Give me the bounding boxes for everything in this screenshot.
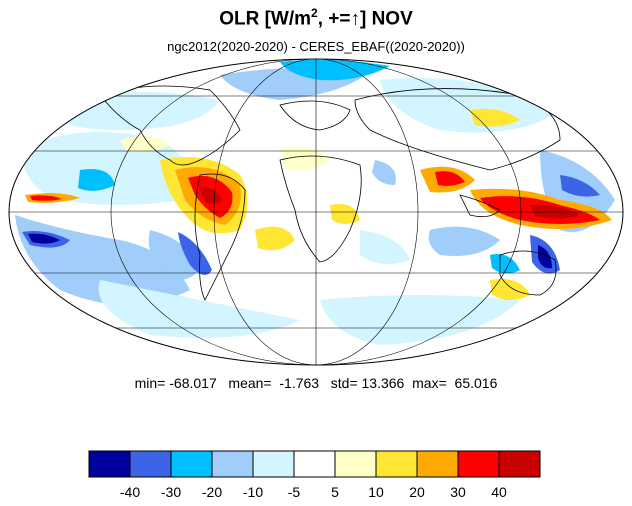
- colorbar-swatch: [293, 450, 336, 478]
- graticule: [9, 59, 623, 365]
- colorbar-label: -30: [161, 484, 181, 500]
- colorbar-label: 20: [409, 484, 425, 500]
- coastlines: [99, 85, 561, 301]
- colorbar-label: 5: [331, 484, 339, 500]
- map-border: [8, 58, 624, 366]
- colorbar-swatch: [375, 450, 418, 478]
- colorbar-label: -20: [202, 484, 222, 500]
- colorbar: -40 -30 -20 -10 -5 5 10 20 30 40: [88, 450, 541, 500]
- colorbar-swatch: [252, 450, 295, 478]
- colorbar-swatch: [211, 450, 254, 478]
- mollweide-map: [8, 58, 624, 366]
- plot-subtitle: ngc2012(2020-2020) - CERES_EBAF((2020-20…: [167, 39, 465, 54]
- colorbar-label: 30: [450, 484, 466, 500]
- colorbar-label: -40: [120, 484, 140, 500]
- colorbar-label: 10: [368, 484, 384, 500]
- colorbar-swatch: [416, 450, 459, 478]
- colorbar-swatch: [170, 450, 213, 478]
- statistics-line: min= -68.017 mean= -1.763 std= 13.366 ma…: [134, 375, 498, 391]
- colorbar-swatch: [498, 450, 541, 478]
- colorbar-swatch: [88, 450, 131, 478]
- colorbar-label: -5: [288, 484, 301, 500]
- colorbar-swatch: [457, 450, 500, 478]
- colorbar-swatch: [334, 450, 377, 478]
- colorbar-label: -10: [243, 484, 263, 500]
- plot-title: OLR [W/m2, +=↑] NOV: [219, 6, 413, 30]
- colorbar-label: 40: [491, 484, 507, 500]
- colorbar-swatch: [129, 450, 172, 478]
